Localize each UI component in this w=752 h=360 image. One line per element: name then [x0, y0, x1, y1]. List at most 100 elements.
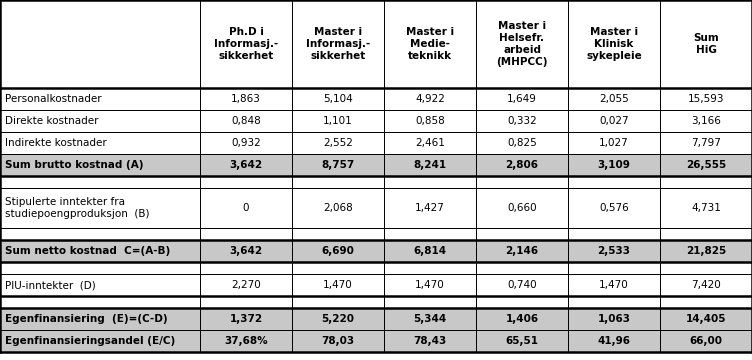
- Bar: [292, 176, 384, 188]
- Bar: [200, 88, 292, 110]
- Bar: [568, 296, 660, 308]
- Text: 1,406: 1,406: [505, 314, 538, 324]
- Bar: [384, 274, 476, 296]
- Bar: [660, 274, 752, 296]
- Bar: [292, 88, 384, 110]
- Bar: [568, 88, 660, 110]
- Bar: [568, 308, 660, 330]
- Bar: [568, 330, 660, 352]
- Bar: [0, 262, 200, 274]
- Bar: [0, 308, 200, 330]
- Bar: [292, 228, 384, 240]
- Bar: [660, 308, 752, 330]
- Bar: [292, 262, 384, 274]
- Bar: [568, 110, 660, 132]
- Text: 5,220: 5,220: [322, 314, 354, 324]
- Text: 1,649: 1,649: [507, 94, 537, 104]
- Bar: [476, 110, 568, 132]
- Bar: [200, 262, 292, 274]
- Text: 2,533: 2,533: [598, 246, 630, 256]
- Text: Master i
Helsefr.
arbeid
(MHPCC): Master i Helsefr. arbeid (MHPCC): [496, 21, 547, 67]
- Text: 37,68%: 37,68%: [224, 336, 268, 346]
- Bar: [568, 240, 660, 262]
- Bar: [568, 228, 660, 240]
- Bar: [384, 0, 476, 88]
- Bar: [568, 262, 660, 274]
- Bar: [292, 330, 384, 352]
- Text: 41,96: 41,96: [598, 336, 630, 346]
- Text: 2,068: 2,068: [323, 203, 353, 213]
- Text: Sum netto kostnad  C=(A-B): Sum netto kostnad C=(A-B): [5, 246, 170, 256]
- Text: 4,922: 4,922: [415, 94, 445, 104]
- Text: 2,806: 2,806: [505, 160, 538, 170]
- Bar: [292, 110, 384, 132]
- Text: 5,344: 5,344: [414, 314, 447, 324]
- Text: 1,063: 1,063: [598, 314, 630, 324]
- Bar: [200, 308, 292, 330]
- Bar: [568, 154, 660, 176]
- Text: 0,825: 0,825: [507, 138, 537, 148]
- Text: 0,660: 0,660: [507, 203, 537, 213]
- Bar: [660, 228, 752, 240]
- Text: 21,825: 21,825: [686, 246, 726, 256]
- Bar: [660, 330, 752, 352]
- Bar: [476, 262, 568, 274]
- Bar: [200, 240, 292, 262]
- Text: 3,109: 3,109: [598, 160, 630, 170]
- Text: 0,576: 0,576: [599, 203, 629, 213]
- Bar: [476, 154, 568, 176]
- Bar: [0, 240, 200, 262]
- Text: 3,166: 3,166: [691, 116, 721, 126]
- Bar: [568, 188, 660, 228]
- Bar: [568, 274, 660, 296]
- Text: 3,642: 3,642: [229, 160, 262, 170]
- Bar: [0, 296, 200, 308]
- Bar: [476, 188, 568, 228]
- Text: Sum
HiG: Sum HiG: [693, 33, 719, 55]
- Bar: [660, 262, 752, 274]
- Text: 1,470: 1,470: [415, 280, 445, 290]
- Bar: [660, 132, 752, 154]
- Bar: [0, 188, 200, 228]
- Text: Master i
Medie-
teknikk: Master i Medie- teknikk: [406, 27, 454, 61]
- Text: Egenfinansieringsandel (E/C): Egenfinansieringsandel (E/C): [5, 336, 175, 346]
- Text: 1,101: 1,101: [323, 116, 353, 126]
- Text: 6,814: 6,814: [414, 246, 447, 256]
- Text: 0,740: 0,740: [507, 280, 537, 290]
- Text: 1,027: 1,027: [599, 138, 629, 148]
- Text: 1,470: 1,470: [323, 280, 353, 290]
- Text: 2,146: 2,146: [505, 246, 538, 256]
- Bar: [200, 132, 292, 154]
- Text: Egenfinansiering  (E)=(C-D): Egenfinansiering (E)=(C-D): [5, 314, 168, 324]
- Text: 0,332: 0,332: [507, 116, 537, 126]
- Text: 0: 0: [243, 203, 249, 213]
- Bar: [292, 308, 384, 330]
- Bar: [384, 240, 476, 262]
- Bar: [0, 88, 200, 110]
- Text: 4,731: 4,731: [691, 203, 721, 213]
- Bar: [292, 274, 384, 296]
- Bar: [200, 330, 292, 352]
- Bar: [568, 0, 660, 88]
- Text: 15,593: 15,593: [688, 94, 724, 104]
- Bar: [384, 296, 476, 308]
- Text: Stipulerte inntekter fra
studiepoengproduksjon  (B): Stipulerte inntekter fra studiepoengprod…: [5, 197, 150, 219]
- Bar: [384, 308, 476, 330]
- Text: 0,848: 0,848: [231, 116, 261, 126]
- Text: Ph.D i
Informasj.-
sikkerhet: Ph.D i Informasj.- sikkerhet: [214, 27, 278, 61]
- Text: Sum brutto kostnad (A): Sum brutto kostnad (A): [5, 160, 144, 170]
- Bar: [200, 110, 292, 132]
- Text: 6,690: 6,690: [322, 246, 354, 256]
- Bar: [0, 154, 200, 176]
- Bar: [476, 330, 568, 352]
- Text: 5,104: 5,104: [323, 94, 353, 104]
- Text: Indirekte kostnader: Indirekte kostnader: [5, 138, 107, 148]
- Text: PIU-inntekter  (D): PIU-inntekter (D): [5, 280, 96, 290]
- Bar: [200, 274, 292, 296]
- Text: Master i
Klinisk
sykepleie: Master i Klinisk sykepleie: [586, 27, 642, 61]
- Text: 7,797: 7,797: [691, 138, 721, 148]
- Bar: [0, 274, 200, 296]
- Bar: [292, 132, 384, 154]
- Text: 8,757: 8,757: [321, 160, 355, 170]
- Bar: [200, 188, 292, 228]
